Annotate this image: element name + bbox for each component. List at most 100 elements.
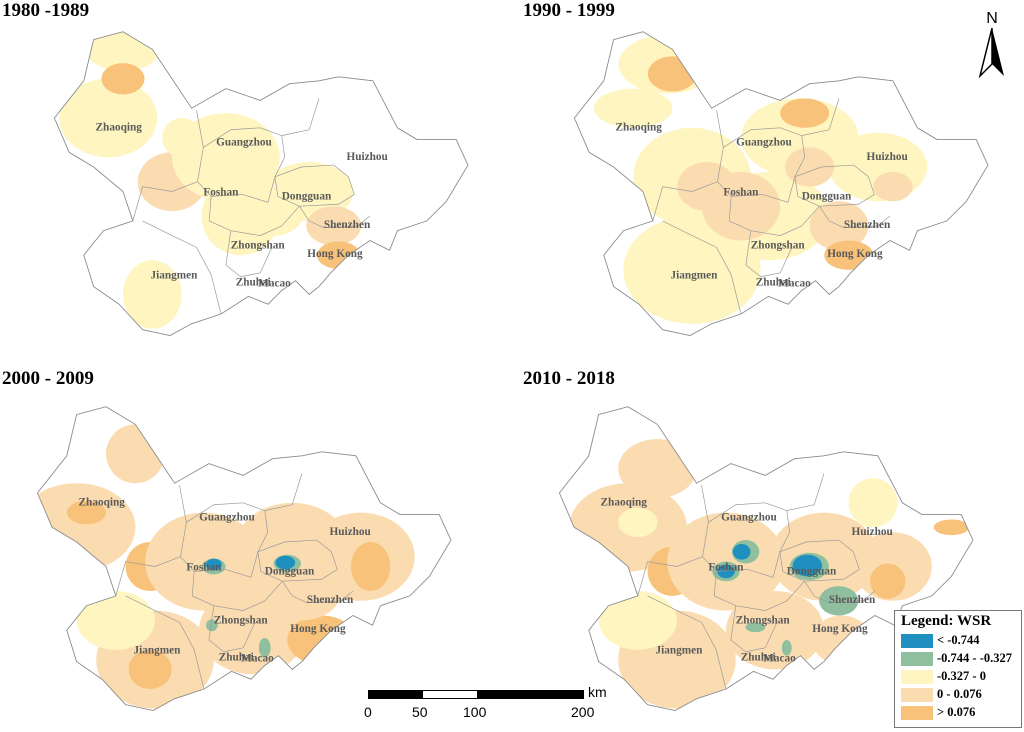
wsr-patch	[770, 512, 878, 601]
legend-item: -0.744 - -0.327	[901, 651, 1019, 667]
legend-swatch-2	[901, 670, 933, 684]
district-boundary	[804, 581, 876, 604]
city-label-zhaoqing: Zhaoqing	[79, 497, 126, 509]
wsr-patch	[717, 564, 735, 579]
legend-swatch-3	[901, 688, 933, 702]
district-boundary	[203, 98, 320, 148]
city-label-guangzhou: Guangzhou	[721, 511, 777, 523]
wsr-patch	[66, 500, 106, 525]
map-panel-2: Zhaoqing Guangzhou Huizhou Foshan Dongguan Sh…	[573, 31, 989, 337]
legend-swatch-1	[901, 652, 933, 666]
legend-item: > 0.076	[901, 705, 1019, 721]
city-label-foshan: Foshan	[203, 186, 239, 198]
map-panel-4: Zhaoqing Guangzhou Huizhou Foshan Dongguan Sh…	[558, 406, 974, 712]
wsr-patch	[128, 649, 172, 689]
city-label-dongguan: Dongguan	[265, 565, 315, 577]
legend: Legend: WSR < -0.744 -0.744 - -0.327 -0.…	[894, 610, 1022, 728]
district-boundary	[257, 510, 269, 552]
wsr-patch	[258, 638, 271, 658]
district-boundary	[647, 595, 727, 690]
city-label-zhaoqing: Zhaoqing	[96, 122, 143, 134]
city-label-foshan: Foshan	[708, 561, 744, 573]
wsr-patch	[618, 439, 697, 498]
scale-label-200: 200	[571, 704, 595, 720]
wsr-patch	[59, 78, 158, 158]
wsr-patch	[106, 424, 165, 484]
wsr-patch	[701, 171, 781, 241]
legend-label: -0.744 - -0.327	[937, 651, 1012, 665]
map-panel-3: Zhaoqing Guangzhou Huizhou Foshan Dongguan Sh…	[36, 406, 452, 712]
district-boundary	[257, 551, 338, 582]
wsr-patch	[351, 542, 391, 591]
wsr-patch	[162, 118, 202, 158]
scale-unit: km	[588, 684, 607, 700]
wsr-patch	[873, 171, 913, 202]
city-label-shenzhen: Shenzhen	[324, 219, 371, 231]
city-label-hongkong: Hong Kong	[290, 623, 346, 635]
city-label-zhongshan: Zhongshan	[214, 614, 269, 626]
scale-label-50: 50	[412, 704, 428, 720]
legend-swatch-4	[901, 706, 933, 720]
district-boundary	[745, 230, 793, 278]
city-label-macao: Macao	[778, 278, 811, 290]
panel-title-2: 1990 - 1999	[523, 0, 615, 21]
scale-label-0: 0	[364, 704, 372, 720]
district-boundary	[730, 605, 778, 653]
wsr-patch	[647, 56, 697, 92]
district-boundary	[132, 181, 198, 221]
city-label-zhuhai: Zhuhai	[219, 652, 254, 664]
legend-title: Legend: WSR	[901, 613, 992, 629]
wsr-patch	[245, 186, 305, 236]
city-label-jiangmen: Jiangmen	[670, 270, 718, 282]
wsr-patch	[726, 591, 824, 670]
legend-item: 0 - 0.076	[901, 687, 1019, 703]
wsr-patch	[848, 478, 898, 528]
legend-label: > 0.076	[937, 705, 976, 719]
district-boundary	[179, 485, 195, 596]
district-boundary	[125, 595, 205, 690]
city-label-hongkong: Hong Kong	[307, 248, 363, 260]
city-label-dongguan: Dongguan	[802, 190, 852, 202]
wsr-patch	[145, 512, 263, 611]
map-panel-1: Zhaoqing Guangzhou Huizhou Foshan Dongguan Sh…	[53, 31, 469, 337]
wsr-patch	[123, 260, 182, 329]
district-boundary	[779, 551, 860, 582]
city-label-jiangmen: Jiangmen	[655, 645, 703, 657]
city-label-huizhou: Huizhou	[866, 151, 907, 163]
city-label-huizhou: Huizhou	[329, 526, 370, 538]
district-boundary	[274, 135, 286, 177]
city-label-macao: Macao	[763, 653, 796, 665]
city-label-jiangmen: Jiangmen	[133, 645, 181, 657]
wsr-patch	[785, 147, 835, 187]
wsr-patch	[262, 561, 342, 621]
wsr-patch	[598, 591, 677, 650]
wsr-patch	[819, 586, 859, 616]
district-boundary	[779, 510, 791, 552]
panel-title-3: 2000 - 2009	[2, 368, 94, 389]
wsr-patch	[101, 63, 145, 95]
legend-swatch-0	[901, 634, 933, 648]
district-boundary	[282, 581, 354, 604]
region-outline	[558, 406, 974, 712]
city-label-jiangmen: Jiangmen	[150, 270, 198, 282]
wsr-patch	[76, 591, 155, 650]
scale-bar	[368, 690, 584, 699]
district-boundary	[794, 135, 806, 177]
city-label-shenzhen: Shenzhen	[844, 219, 891, 231]
north-arrow-icon: N	[978, 10, 1004, 78]
wsr-patch	[792, 554, 823, 577]
wsr-patch	[618, 507, 658, 538]
city-label-dongguan: Dongguan	[282, 190, 332, 202]
wsr-patch	[781, 640, 792, 656]
wsr-patch	[205, 558, 222, 571]
district-boundary	[662, 220, 742, 315]
wsr-patch	[205, 619, 218, 632]
district-boundary	[652, 181, 718, 221]
city-label-zhuhai: Zhuhai	[236, 277, 271, 289]
region-outline	[53, 31, 469, 337]
region-outline	[573, 31, 989, 337]
wsr-patch	[933, 519, 970, 536]
wsr-patch	[732, 543, 751, 560]
district-boundary	[209, 205, 300, 236]
